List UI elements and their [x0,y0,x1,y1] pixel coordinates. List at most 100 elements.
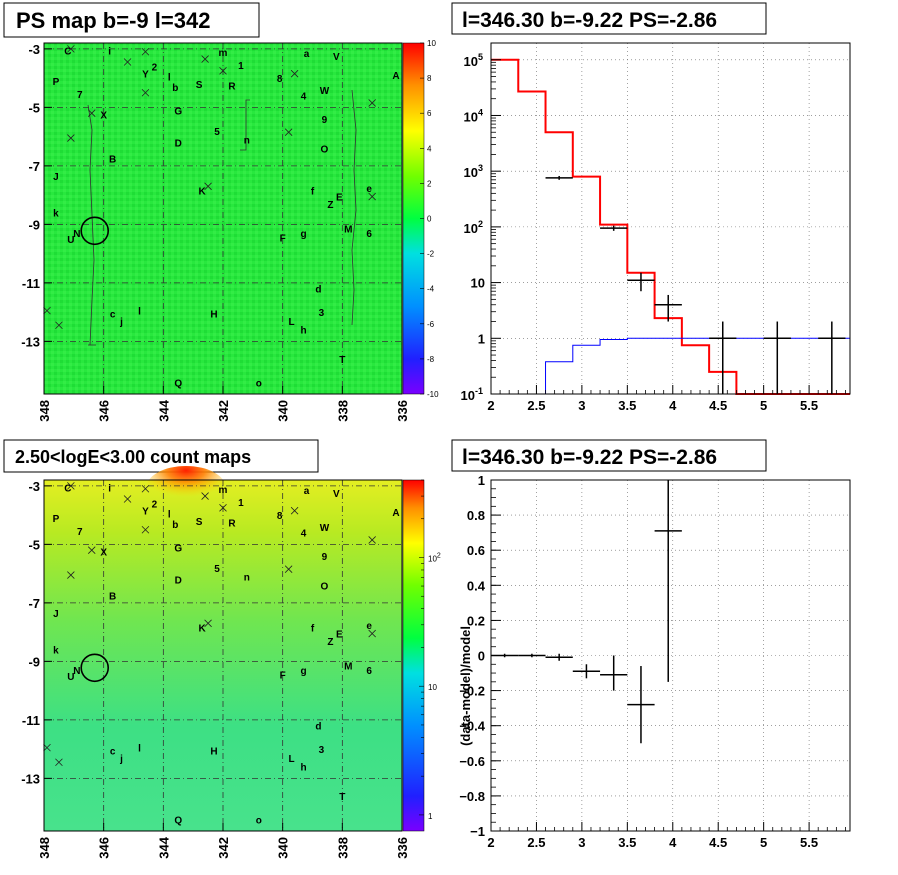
spectrum-panel: l=346.30 b=-9.22 PS=-2.86 2 2.5 3 3.5 4 4.5 5 5… [451,2,851,413]
source-marker-x [201,492,209,500]
source-label: M [344,662,352,673]
x-tick-label: 342 [216,400,231,422]
residual-points [491,480,682,744]
y-tick-label: -9 [28,654,40,669]
x-tick-label: 338 [335,837,350,859]
source-label: B [109,592,116,603]
source-label: Q [174,815,182,826]
y-tick-label: -11 [22,713,40,728]
source-label: h [300,326,306,337]
colorbar-tick-label: 0 [427,215,432,224]
count-map-x-ticks: 348 346 344 342 340 338 336 [37,823,410,859]
source-label: O [321,144,329,155]
ps-map-title: PS map b=-9 l=342 [16,8,210,33]
y-tick-label: −0.8 [459,789,485,804]
source-label: 3 [319,308,325,319]
source-label: P [53,77,60,88]
source-label: P [53,514,60,525]
source-label: i [108,46,111,57]
y-tick-label: 105 [464,52,483,69]
source-marker-x [141,88,150,97]
source-label: 9 [322,552,328,563]
ps-map-grid [44,43,402,394]
x-tick-label: 2 [487,835,494,850]
source-label: H [210,747,217,758]
y-tick-label: −1 [470,824,485,839]
source-label: 2 [152,499,158,510]
source-marker-x [219,504,227,512]
source-label: M [344,225,352,236]
source-label: X [100,548,107,559]
colorbar-tick-label: 102 [428,552,441,563]
source-label: 2 [152,62,158,73]
source-label: 8 [277,511,283,522]
source-marker-x [87,546,96,554]
count-map-y-ticks: -3 -5 -7 -9 -11 -13 [21,479,52,786]
source-label: d [315,722,321,733]
source-marker-x [368,192,376,201]
source-marker-x [141,47,150,56]
y-tick-label: 103 [464,163,483,180]
source-label: V [333,489,340,500]
y-tick-label: -7 [28,596,40,611]
source-marker-x [55,758,63,767]
source-label: j [119,754,123,765]
source-label: V [333,52,340,63]
x-tick-label: 346 [97,837,112,859]
y-tick-label: 1 [478,473,485,488]
source-label: 1 [238,498,244,509]
count-colorbar [402,479,425,832]
source-label: O [321,581,329,592]
model-total-line [491,58,850,395]
source-label: 6 [366,666,372,677]
source-label: a [304,49,310,60]
source-label: T [339,792,345,803]
y-tick-label: -13 [21,334,40,349]
source-label: h [300,763,306,774]
source-label: L [289,317,295,328]
x-tick-label: 4.5 [709,398,727,413]
spectrum-title-box [451,2,767,35]
source-label: 4 [301,92,307,103]
y-tick-label: −0.6 [459,754,485,769]
colorbar-tick-label: 1 [428,812,433,821]
source-label: F [280,671,286,682]
source-marker-x [123,58,132,66]
x-tick-label: 2.5 [527,398,545,413]
source-label: i [108,483,111,494]
spectrum-title: l=346.30 b=-9.22 PS=-2.86 [462,9,717,32]
source-label: J [53,172,59,183]
roi-circle [80,216,110,246]
x-tick-label: 5 [760,835,767,850]
y-tick-label: 1 [478,331,485,346]
source-label: 7 [77,527,83,538]
source-marker-x [290,506,299,515]
count-colorbar-ticks: 102 10 1 [419,479,441,821]
source-label: S [196,517,203,528]
source-marker-x [67,482,75,490]
source-marker-x [219,67,227,75]
source-label: E [336,630,343,641]
ps-map-x-ticks: 348 346 344 342 340 338 336 [37,386,410,422]
source-marker-x [123,495,132,503]
colorbar-tick-label: 6 [427,109,432,118]
x-tick-label: 340 [276,400,291,422]
source-marker-x [284,128,293,136]
ps-map-contours [87,89,357,346]
x-tick-label: 346 [97,400,112,422]
x-tick-label: 2.5 [527,835,545,850]
source-label: l [168,510,171,521]
spectrum-x-ticks: 2 2.5 3 3.5 4 4.5 5 5.5 [487,385,846,413]
source-label: 1 [238,61,244,72]
source-label: A [392,508,399,519]
source-label: l [168,73,171,84]
source-label: T [339,355,345,366]
y-tick-label: -11 [22,276,40,291]
source-label: e [366,621,372,632]
source-label: Y [142,507,149,518]
source-label: G [174,543,182,554]
